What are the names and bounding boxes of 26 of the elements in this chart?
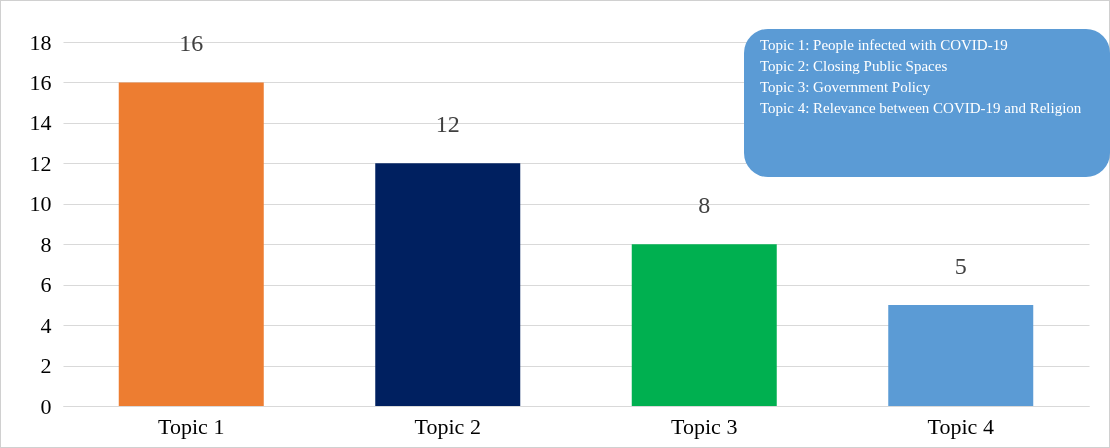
- x-tick-label: Topic 1: [158, 413, 225, 439]
- data-label: 12: [435, 111, 460, 138]
- annotation: Topic 2: Closing Public Spaces: [760, 57, 949, 76]
- annotation: Topic 3: Government Policy: [760, 78, 932, 97]
- annotation: Topic 1: People infected with COVID-19: [760, 36, 1009, 55]
- y-tick-label: 4: [40, 312, 52, 338]
- bar: [375, 163, 521, 406]
- x-tick-label: Topic 2: [414, 413, 481, 439]
- y-tick-label: 8: [40, 231, 52, 257]
- bar: [631, 244, 777, 406]
- y-tick-label: 2: [40, 353, 52, 379]
- x-tick-label: Topic 3: [671, 413, 738, 439]
- y-tick-label: 18: [29, 29, 52, 55]
- bar: [888, 304, 1034, 406]
- data-label: 16: [179, 30, 204, 57]
- y-tick-label: 0: [40, 393, 52, 419]
- annotation: Topic 4: Relevance between COVID-19 and Religion: [760, 99, 1083, 118]
- y-tick-label: 6: [40, 272, 52, 298]
- bar: [118, 82, 264, 406]
- y-tick-label: 10: [29, 191, 52, 217]
- data-label: 5: [954, 252, 967, 279]
- data-label: 8: [698, 192, 711, 219]
- y-tick-label: 12: [29, 150, 52, 176]
- y-tick-label: 16: [29, 69, 52, 95]
- x-tick-label: Topic 4: [927, 413, 994, 439]
- y-tick-label: 14: [29, 110, 52, 136]
